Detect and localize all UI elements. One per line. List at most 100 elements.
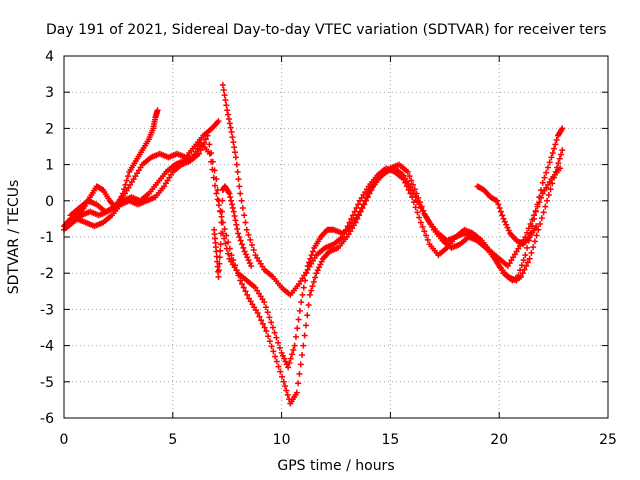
data-point xyxy=(549,150,556,157)
data-point xyxy=(366,190,373,197)
data-point xyxy=(242,288,249,295)
data-point xyxy=(410,181,417,188)
grid xyxy=(64,56,608,418)
x-tick-label: 0 xyxy=(60,432,69,448)
y-tick-label: 1 xyxy=(45,158,54,174)
data-point xyxy=(403,183,410,190)
data-point xyxy=(275,363,282,370)
data-point xyxy=(218,213,225,220)
data-point xyxy=(294,325,301,332)
data-point xyxy=(215,202,222,209)
data-point xyxy=(495,201,502,208)
data-point xyxy=(221,226,228,233)
data-point xyxy=(268,343,275,350)
data-point xyxy=(218,230,225,237)
data-point xyxy=(226,245,233,252)
data-point xyxy=(544,197,551,204)
data-point xyxy=(552,141,559,148)
data-point xyxy=(263,328,270,335)
data-point xyxy=(559,125,566,132)
series-trace-5 xyxy=(219,81,566,298)
data-point xyxy=(261,299,268,306)
data-point xyxy=(282,383,289,390)
data-point xyxy=(348,215,355,222)
data-point xyxy=(556,155,563,162)
data-point xyxy=(539,179,546,186)
data-point xyxy=(298,299,305,306)
data-point xyxy=(305,302,312,309)
data-point xyxy=(239,205,246,212)
data-point xyxy=(225,250,232,257)
data-point xyxy=(552,168,559,175)
y-tick-label: 0 xyxy=(45,194,54,210)
data-point xyxy=(243,226,250,233)
data-point xyxy=(531,238,538,245)
data-point xyxy=(279,373,286,380)
data-point xyxy=(400,176,407,183)
data-point xyxy=(518,262,525,269)
data-point xyxy=(534,201,541,208)
data-point xyxy=(232,262,239,269)
data-point xyxy=(216,260,223,267)
data-point xyxy=(223,232,230,239)
data-point xyxy=(553,136,560,143)
data-point xyxy=(295,380,302,387)
y-tick-label: 4 xyxy=(45,49,54,65)
data-point xyxy=(270,348,277,355)
data-point xyxy=(525,225,532,232)
data-point xyxy=(275,339,282,346)
data-point xyxy=(349,212,356,219)
data-point xyxy=(497,208,504,215)
data-point xyxy=(310,278,317,285)
data-point xyxy=(238,197,245,204)
data-point xyxy=(300,284,307,291)
data-point xyxy=(538,215,545,222)
data-point xyxy=(284,391,291,398)
data-point xyxy=(413,190,420,197)
data-point xyxy=(537,186,544,193)
data-point xyxy=(273,358,280,365)
data-point xyxy=(364,194,371,201)
data-point xyxy=(229,134,236,141)
data-point xyxy=(363,197,370,204)
data-point xyxy=(537,220,544,227)
data-point xyxy=(417,219,424,226)
data-point xyxy=(524,244,531,251)
data-point xyxy=(402,179,409,186)
data-point xyxy=(526,255,533,262)
data-point xyxy=(271,329,278,336)
data-point xyxy=(232,217,239,224)
data-point xyxy=(520,257,527,264)
data-point xyxy=(280,378,287,385)
data-point xyxy=(343,226,350,233)
data-point xyxy=(215,273,222,280)
data-point xyxy=(256,313,263,320)
data-point xyxy=(234,226,241,233)
data-point xyxy=(414,209,421,216)
data-point xyxy=(226,190,233,197)
data-point xyxy=(213,190,220,197)
data-point xyxy=(277,368,284,375)
data-point xyxy=(222,97,229,104)
data-point xyxy=(528,249,535,256)
data-point xyxy=(551,145,558,152)
data-point xyxy=(269,324,276,331)
series-trace-6 xyxy=(211,183,255,280)
data-point xyxy=(517,267,524,274)
data-point xyxy=(268,319,275,326)
data-point xyxy=(230,257,237,264)
data-point xyxy=(237,277,244,284)
y-tick-label: 3 xyxy=(45,85,54,101)
data-point xyxy=(219,81,226,88)
data-point xyxy=(289,351,296,358)
data-point xyxy=(228,197,235,204)
data-point xyxy=(217,247,224,254)
data-point xyxy=(544,164,551,171)
data-point xyxy=(266,338,273,345)
data-point xyxy=(265,333,272,340)
data-point xyxy=(247,236,254,243)
data-point xyxy=(245,231,252,238)
data-point xyxy=(494,197,501,204)
data-point xyxy=(559,147,566,154)
